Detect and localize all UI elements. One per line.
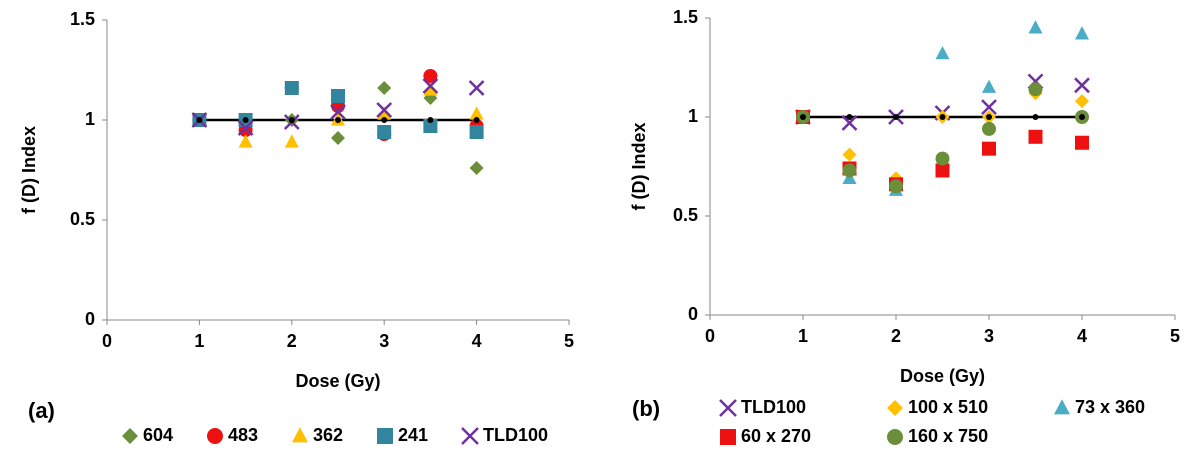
point (377, 125, 392, 139)
point (1075, 135, 1089, 150)
point (935, 151, 950, 166)
y-tick-label: 0 (85, 309, 95, 329)
legend-marker (887, 429, 903, 445)
legend-marker (292, 427, 308, 443)
point (377, 106, 392, 120)
legend-marker (887, 400, 903, 416)
point (1075, 26, 1089, 40)
reference-point (242, 117, 249, 123)
x-tick-label: 3 (984, 326, 994, 346)
point (238, 134, 253, 148)
x-tick-label: 3 (379, 331, 389, 351)
x-tick-label: 1 (798, 326, 808, 346)
point (469, 125, 484, 139)
point (331, 89, 345, 103)
reference-point (196, 117, 203, 123)
point (981, 99, 997, 115)
point (330, 104, 346, 120)
y-tick-label: 1.5 (673, 7, 698, 27)
point (1074, 77, 1090, 94)
point (1075, 94, 1089, 109)
point (1028, 82, 1043, 97)
reference-point (986, 114, 992, 120)
legend-marker (377, 428, 393, 444)
y-tick-label: 0.5 (70, 209, 95, 229)
legend-label: TLD100 (741, 397, 806, 417)
reference-point (800, 114, 806, 120)
panel-label: (a) (28, 398, 55, 423)
point (423, 82, 438, 96)
y-axis-title: f (D) Index (19, 126, 39, 214)
x-tick-label: 2 (287, 331, 297, 351)
x-axis-title: Dose (Gy) (900, 366, 985, 386)
reference-point (1079, 114, 1085, 120)
point (284, 81, 299, 95)
point (1028, 20, 1043, 34)
y-tick-label: 1 (85, 109, 95, 129)
point (468, 80, 485, 96)
legend-marker (719, 399, 737, 417)
point (842, 163, 857, 178)
legend-marker (122, 428, 138, 444)
y-tick-label: 1 (688, 106, 698, 126)
reference-point (473, 117, 480, 123)
reference-point (846, 114, 853, 120)
point (1028, 129, 1043, 144)
legend-label: 60 x 270 (741, 426, 811, 446)
legend-label: 604 (143, 425, 173, 445)
reference-point (939, 114, 946, 120)
legend-label: 483 (228, 425, 258, 445)
legend-marker (461, 427, 479, 445)
panel-label: (b) (632, 396, 660, 421)
point (377, 81, 392, 95)
x-axis-title: Dose (Gy) (295, 371, 380, 391)
x-tick-label: 1 (194, 331, 204, 351)
point (469, 161, 484, 175)
point (284, 134, 299, 148)
reference-point (427, 117, 434, 123)
y-tick-label: 0.5 (673, 205, 698, 225)
point (842, 147, 857, 162)
x-tick-label: 4 (472, 331, 482, 351)
point (423, 119, 438, 133)
point (469, 106, 484, 120)
legend-label: 73 x 360 (1075, 397, 1145, 417)
legend-label: 160 x 750 (908, 426, 988, 446)
x-tick-label: 5 (1170, 326, 1180, 346)
point (331, 131, 345, 145)
legend-marker (207, 428, 223, 444)
legend-label: TLD100 (483, 425, 548, 445)
y-tick-label: 0 (688, 304, 698, 324)
reference-point (893, 114, 899, 120)
legend-marker (720, 429, 736, 445)
reference-point (1032, 114, 1039, 120)
point (237, 120, 254, 136)
reference-point (335, 117, 341, 123)
legend-label: 100 x 510 (908, 397, 988, 417)
point (982, 121, 996, 136)
y-axis-title: f (D) Index (629, 123, 649, 211)
point (376, 102, 393, 118)
point (841, 115, 858, 131)
x-tick-label: 0 (102, 331, 112, 351)
reference-point (288, 117, 295, 123)
x-tick-label: 4 (1077, 326, 1087, 346)
y-tick-label: 1.5 (70, 9, 95, 29)
legend-label: 362 (313, 425, 343, 445)
x-tick-label: 0 (705, 326, 715, 346)
point (935, 163, 950, 178)
x-tick-label: 2 (891, 326, 901, 346)
x-tick-label: 5 (564, 331, 574, 351)
point (982, 79, 996, 93)
point (423, 69, 438, 83)
point (889, 179, 903, 194)
reference-point (381, 117, 388, 123)
point (422, 78, 439, 94)
point (982, 141, 996, 156)
legend-marker (1054, 399, 1070, 415)
legend-label: 241 (398, 425, 428, 445)
point (935, 45, 950, 60)
